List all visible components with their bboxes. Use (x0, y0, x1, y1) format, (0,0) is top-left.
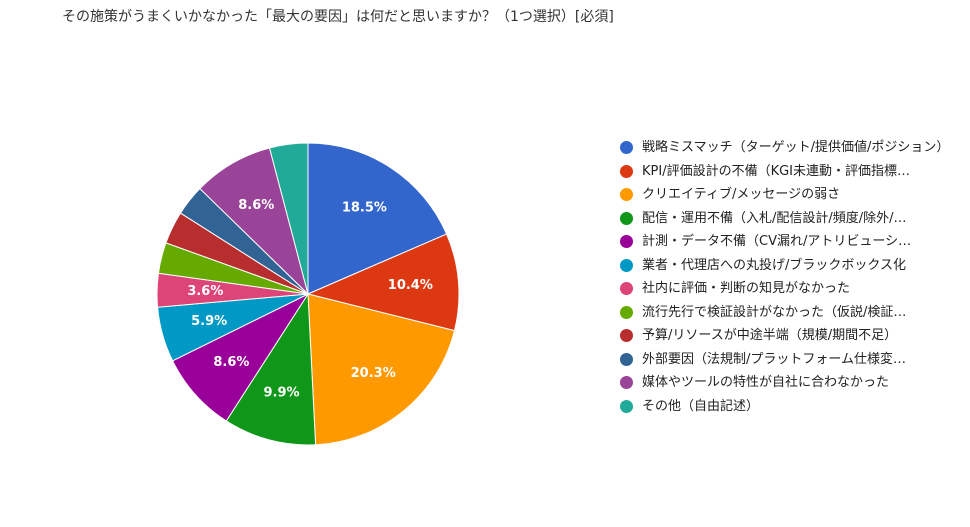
legend-label: 社内に評価・判断の知見がなかった (642, 281, 851, 296)
legend-item: 社内に評価・判断の知見がなかった (620, 279, 950, 299)
slice-label: 9.9% (263, 386, 299, 401)
legend-swatch (620, 352, 633, 366)
legend-item: 戦略ミスマッチ（ターゲット/提供価値/ポジション） (620, 138, 950, 158)
legend-item: クリエイティブ/メッセージの弱さ (620, 185, 950, 205)
legend-item: 外部要因（法規制/プラットフォーム仕様変… (620, 350, 950, 370)
legend-swatch (620, 305, 633, 319)
legend-swatch (620, 164, 633, 178)
legend-label: KPI/評価設計の不備（KGI未連動・評価指標… (642, 163, 911, 179)
legend-label: 流行先行で検証設計がなかった（仮説/検証… (642, 304, 907, 320)
slice-label: 20.3% (351, 366, 396, 381)
legend-item: KPI/評価設計の不備（KGI未連動・評価指標… (620, 162, 950, 182)
legend-label: 予算/リソースが中途半端（規模/期間不足） (642, 328, 898, 343)
legend-swatch (620, 188, 633, 201)
legend-item: 媒体やツールの特性が自社に合わなかった (620, 373, 950, 393)
legend-label: 媒体やツールの特性が自社に合わなかった (642, 375, 890, 390)
pie-slice (307, 293, 456, 446)
legend-swatch (620, 258, 633, 272)
legend-swatch (620, 235, 633, 248)
legend-swatch (620, 399, 633, 413)
legend-label: 外部要因（法規制/プラットフォーム仕様変… (642, 351, 906, 367)
legend-swatch (620, 211, 633, 225)
legend-label: その他（自由記述） (642, 398, 760, 414)
pie-slice (268, 142, 309, 295)
slice-label: 18.5% (342, 201, 387, 216)
slice-label: 3.6% (187, 284, 223, 299)
legend-label: 配信・運用不備（入札/配信設計/頻度/除外/… (642, 210, 907, 226)
legend-item: 業者・代理店への丸投げ/ブラックボックス化 (620, 256, 950, 276)
legend-item: 予算/リソースが中途半端（規模/期間不足） (620, 326, 950, 346)
pie-slice (225, 292, 317, 446)
pie-slice (307, 142, 448, 295)
slice-label: 5.9% (191, 314, 227, 329)
chart-title: その施策がうまくいかなかった「最大の要因」は何だと思いますか？（1つ選択）[必須… (62, 9, 614, 25)
legend-label: 戦略ミスマッチ（ターゲット/提供価値/ポジション） (642, 140, 950, 155)
chart: 18.5% 10.4% 20.3% 9.9% 8.6% 5.9% 3.6% 8.6% (156, 142, 460, 446)
legend-label: 業者・代理店への丸投げ/ブラックボックス化 (642, 257, 906, 273)
legend-item: 流行先行で検証設計がなかった（仮説/検証… (620, 303, 950, 323)
legend-swatch (620, 282, 633, 295)
slice-label: 8.6% (238, 198, 274, 213)
legend-swatch (620, 141, 633, 154)
legend-item: その他（自由記述） (620, 397, 950, 417)
legend-swatch (620, 376, 633, 389)
legend-label: クリエイティブ/メッセージの弱さ (642, 187, 841, 202)
legend-swatch (620, 329, 633, 342)
pie-slice (306, 233, 460, 332)
slice-label: 10.4% (388, 278, 433, 293)
legend-item: 計測・データ不備（CV漏れ/アトリビューシ… (620, 232, 950, 252)
legend: 戦略ミスマッチ（ターゲット/提供価値/ポジション） KPI/評価設計の不備（KGI… (620, 138, 950, 420)
slice-label: 8.6% (213, 355, 249, 370)
legend-item: 配信・運用不備（入札/配信設計/頻度/除外/… (620, 209, 950, 229)
legend-label: 計測・データ不備（CV漏れ/アトリビューシ… (642, 234, 912, 249)
